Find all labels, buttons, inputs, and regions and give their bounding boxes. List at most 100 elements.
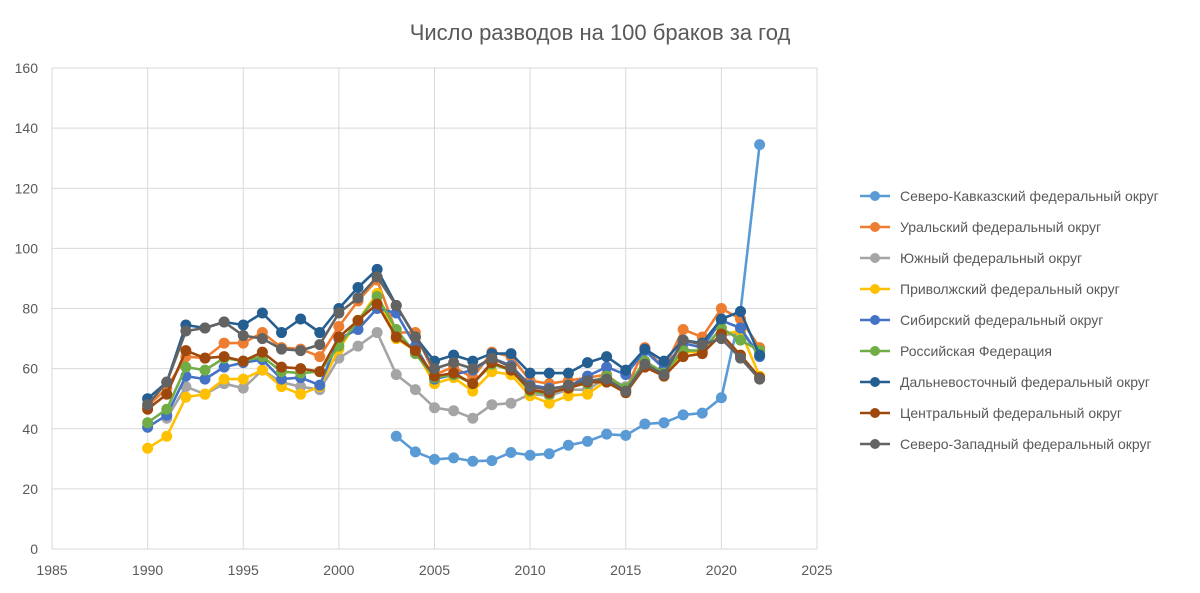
data-point: [237, 330, 249, 342]
data-point: [314, 351, 326, 363]
data-point: [352, 340, 364, 352]
legend-swatch-marker: [870, 222, 880, 232]
y-tick-label: 120: [15, 180, 39, 196]
y-tick-label: 160: [15, 60, 39, 76]
data-point: [486, 399, 498, 411]
data-point: [467, 412, 479, 424]
data-point: [276, 327, 287, 339]
data-point: [543, 384, 555, 396]
data-point: [486, 352, 498, 364]
data-point: [199, 388, 211, 400]
data-point: [256, 333, 268, 345]
data-point: [180, 391, 192, 403]
x-tick-label: 2000: [323, 562, 354, 578]
data-point: [199, 352, 211, 364]
data-point: [180, 361, 192, 373]
data-point: [276, 361, 287, 373]
legend-swatch-marker: [870, 284, 880, 294]
data-point: [448, 357, 460, 369]
data-point: [333, 331, 345, 343]
data-point: [218, 373, 230, 385]
data-point: [467, 378, 479, 390]
data-point: [256, 346, 268, 358]
axes: 0 20 40 60 80 100 120 140 160 1985 1990 1995 2000 200…: [15, 60, 833, 578]
data-point: [601, 428, 613, 440]
data-point: [467, 455, 479, 467]
data-point: [562, 367, 574, 379]
data-point: [429, 402, 440, 414]
series-1: [390, 139, 766, 467]
data-point: [735, 334, 746, 346]
chart-title: Число разводов на 100 браков за год: [410, 20, 791, 45]
data-point: [256, 364, 268, 376]
data-point: [467, 363, 479, 375]
data-point: [543, 448, 555, 460]
y-tick-label: 40: [22, 421, 38, 437]
data-point: [390, 369, 402, 381]
data-point: [448, 405, 460, 417]
data-point: [601, 373, 613, 385]
legend-swatch-marker: [870, 408, 880, 418]
legend-label: Северо-Западный федеральный округ: [900, 436, 1152, 452]
data-point: [448, 452, 460, 464]
data-point: [715, 303, 727, 314]
data-point: [237, 382, 249, 394]
data-point: [658, 355, 670, 367]
series-9: [142, 271, 766, 411]
data-point: [620, 429, 632, 441]
data-point: [754, 373, 766, 385]
data-point: [543, 397, 555, 409]
gridlines: [51, 67, 818, 550]
data-point: [256, 307, 268, 319]
data-point: [371, 327, 383, 339]
data-point: [180, 325, 192, 337]
data-point: [295, 388, 307, 400]
data-point: [639, 343, 651, 355]
data-point: [448, 367, 460, 379]
legend-label: Сибирский федеральный округ: [900, 312, 1103, 328]
data-point: [237, 355, 249, 367]
legend-item: Приволжский федеральный округ: [860, 281, 1120, 297]
data-point: [352, 292, 364, 304]
x-tick-label: 1985: [36, 562, 67, 578]
legend-swatch-marker: [870, 315, 880, 325]
legend-label: Центральный федеральный округ: [900, 405, 1122, 421]
legend-item: Южный федеральный округ: [860, 250, 1082, 266]
legend-label: Южный федеральный округ: [900, 250, 1082, 266]
data-point: [735, 306, 746, 318]
data-point: [582, 388, 593, 400]
data-point: [142, 417, 154, 429]
legend-swatch-marker: [870, 439, 880, 449]
data-point: [505, 446, 517, 458]
data-point: [543, 367, 555, 379]
legend-item: Северо-Кавказский федеральный округ: [860, 188, 1159, 204]
data-point: [161, 403, 173, 415]
data-point: [295, 313, 307, 325]
data-point: [505, 397, 517, 409]
x-tick-label: 2025: [801, 562, 832, 578]
legend-label: Приволжский федеральный округ: [900, 281, 1120, 297]
data-point: [390, 430, 402, 442]
data-point: [524, 381, 536, 393]
data-point: [429, 363, 440, 375]
data-point: [696, 407, 708, 419]
legend-label: Уральский федеральный округ: [900, 219, 1101, 235]
data-point: [696, 339, 708, 351]
legend-item: Дальневосточный федеральный округ: [860, 374, 1150, 390]
y-tick-label: 140: [15, 120, 39, 136]
data-point: [218, 337, 230, 349]
data-point: [754, 349, 766, 361]
data-point: [352, 315, 364, 327]
data-point: [639, 418, 651, 430]
data-point: [371, 271, 383, 283]
data-point: [601, 361, 613, 373]
data-point: [486, 455, 498, 467]
data-point: [161, 376, 173, 388]
y-tick-label: 20: [22, 481, 38, 497]
data-point: [582, 375, 593, 387]
data-point: [677, 324, 689, 336]
data-point: [314, 327, 326, 339]
series-lines: [142, 139, 766, 467]
